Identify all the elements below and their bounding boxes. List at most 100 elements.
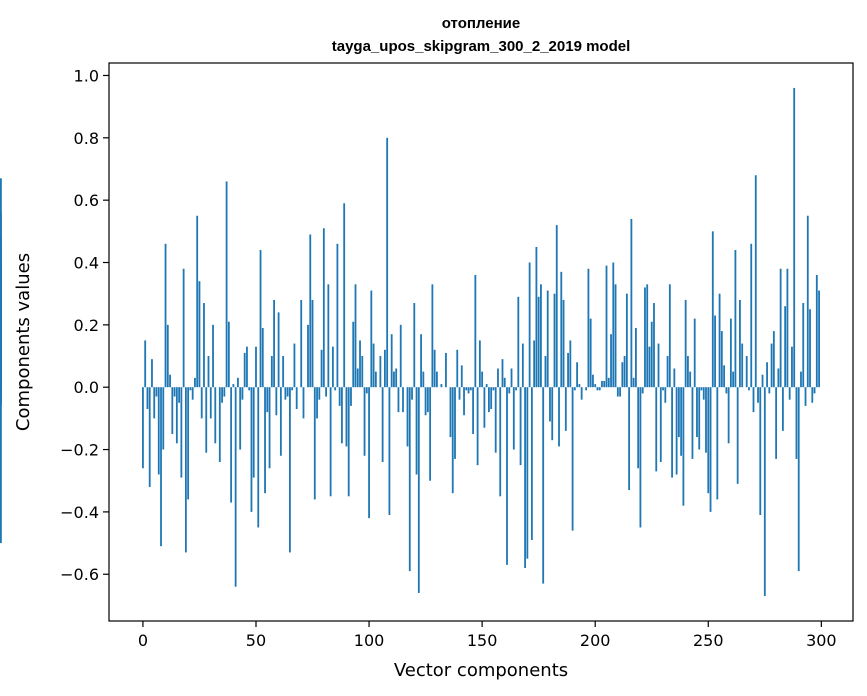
- bar-205: [605, 265, 608, 388]
- bar-159: [501, 359, 504, 388]
- bar-39: [230, 387, 233, 503]
- bar-241: [687, 356, 689, 388]
- bar-31: [212, 324, 214, 388]
- bar-20: [187, 387, 190, 500]
- bar-292: [802, 303, 805, 388]
- bar-34: [218, 387, 221, 463]
- bar-299: [818, 290, 820, 388]
- bar-155: [492, 387, 495, 391]
- bar-125: [424, 387, 427, 416]
- bar-234: [671, 387, 673, 478]
- bar-189: [569, 340, 572, 388]
- bar-108: [386, 137, 389, 388]
- bar-286: [788, 387, 791, 400]
- bar-145: [469, 387, 472, 391]
- bar-89: [343, 203, 346, 388]
- bar-230: [662, 387, 664, 391]
- bar-3: [148, 387, 151, 487]
- bar-172: [530, 387, 533, 540]
- x-tick-label: 200: [580, 631, 611, 650]
- bar-265: [741, 343, 744, 388]
- bar-114: [399, 324, 402, 388]
- y-tick-label: −0.6: [60, 565, 99, 584]
- bar-54: [264, 387, 266, 494]
- y-tick-label: 0.2: [74, 316, 99, 335]
- bar-7: [157, 387, 160, 475]
- bar-94: [354, 284, 357, 388]
- bar-283: [781, 387, 784, 431]
- bar-294: [806, 215, 809, 388]
- bar-136: [449, 387, 452, 438]
- bar-258: [725, 387, 728, 394]
- bar-142: [463, 387, 465, 416]
- bar-37: [225, 181, 228, 388]
- bar-46: [246, 346, 248, 388]
- bar-161: [506, 387, 508, 565]
- bar-6: [155, 387, 158, 397]
- bar-225: [650, 321, 653, 388]
- bar-173: [533, 340, 536, 388]
- bar-295: [809, 309, 811, 388]
- plot-area-frame: [108, 62, 854, 622]
- bar-190: [571, 387, 574, 531]
- bar-122: [417, 387, 420, 593]
- bar-24: [196, 215, 199, 388]
- bar-23: [194, 377, 196, 388]
- bar-272: [757, 387, 759, 403]
- bar-105: [379, 356, 382, 388]
- bar-160: [503, 377, 506, 388]
- bar-138: [454, 387, 456, 459]
- bar-130: [436, 371, 438, 388]
- bar-121: [415, 387, 418, 475]
- bar-30: [209, 387, 212, 419]
- bar-185: [560, 271, 563, 388]
- bar-29: [207, 356, 210, 388]
- bar-115: [402, 387, 404, 413]
- bar-232: [666, 356, 669, 388]
- bar-36: [223, 387, 226, 397]
- bar-101: [370, 290, 373, 388]
- bar-196: [585, 387, 588, 391]
- bar-86: [336, 243, 339, 388]
- bar-109: [388, 387, 391, 516]
- bar-113: [397, 387, 400, 413]
- bar-137: [451, 387, 454, 494]
- chart-subtitle: tayga_upos_skipgram_300_2_2019 model: [332, 38, 631, 55]
- bar-58: [273, 299, 275, 388]
- bar-112: [395, 368, 398, 388]
- bar-233: [668, 284, 671, 388]
- bar-222: [644, 287, 646, 388]
- bar-127: [429, 387, 432, 481]
- bar-123: [420, 334, 422, 388]
- bar-2: [146, 387, 149, 410]
- bar-291: [800, 371, 802, 388]
- bar-64: [286, 387, 289, 397]
- bar-157: [497, 368, 499, 388]
- bar-179: [546, 290, 549, 388]
- bar-219: [637, 387, 640, 469]
- bar-296: [811, 387, 814, 403]
- bar-45: [243, 352, 246, 388]
- bar-206: [607, 377, 610, 388]
- bar-61: [279, 387, 282, 456]
- bar-168: [521, 343, 524, 388]
- bar-236: [675, 387, 678, 475]
- bar-245: [696, 387, 698, 438]
- bar-277: [768, 387, 771, 394]
- bar-213: [623, 356, 626, 388]
- bar-229: [659, 387, 662, 463]
- bar-248: [702, 387, 705, 400]
- bar-150: [481, 371, 484, 388]
- bar-134: [445, 352, 447, 388]
- bar-193: [578, 384, 581, 388]
- bar-41: [234, 387, 237, 587]
- bar-78: [318, 387, 321, 400]
- bar-85: [334, 387, 337, 391]
- bar-257: [723, 365, 726, 388]
- bar-120: [413, 303, 416, 388]
- bar-59: [275, 387, 278, 416]
- bar-60: [277, 312, 280, 388]
- bar-40: [232, 384, 235, 388]
- bar-77: [316, 387, 318, 419]
- bar-4: [151, 359, 153, 388]
